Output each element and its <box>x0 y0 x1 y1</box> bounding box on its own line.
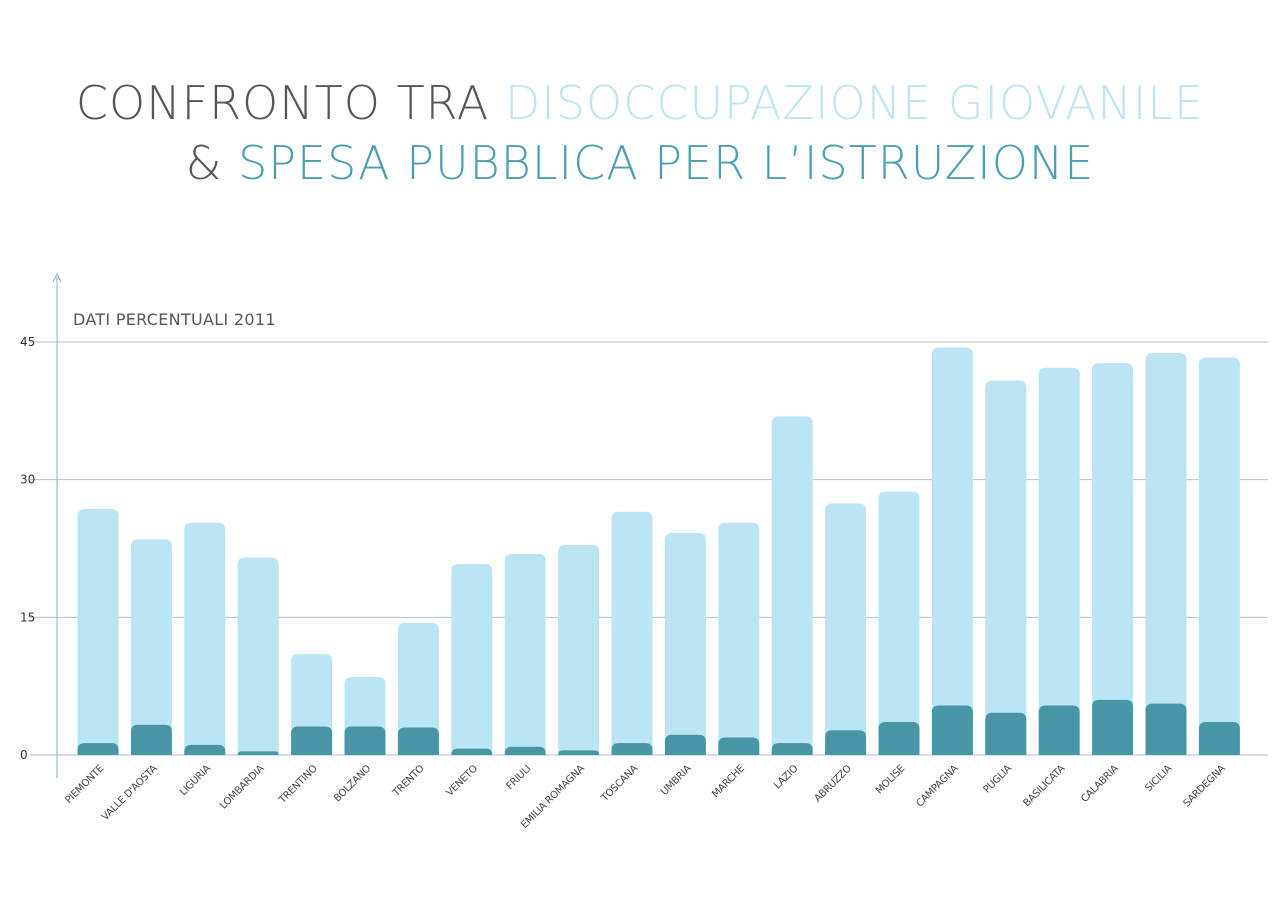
category-label: CALABRIA <box>1079 763 1121 805</box>
category-label: TRENTINO <box>277 763 320 806</box>
category-label: BOLZANO <box>332 763 373 804</box>
category-label: LAZIO <box>772 763 800 791</box>
y-tick-label: 0 <box>20 748 28 762</box>
category-label: UMBRIA <box>659 763 694 798</box>
bar-light-21 <box>1198 357 1240 755</box>
bar-dark-5 <box>344 726 386 755</box>
category-label: PIEMONTE <box>63 763 106 806</box>
bar-dark-21 <box>1198 721 1240 755</box>
category-label: FRIULI <box>505 763 534 792</box>
bar-dark-15 <box>878 721 920 755</box>
bar-dark-3 <box>237 751 279 755</box>
bar-light-13 <box>771 416 813 755</box>
bar-light-3 <box>237 557 279 755</box>
y-tick-label: 15 <box>20 610 35 624</box>
category-label: VENETO <box>444 763 480 799</box>
series-dark-bars <box>77 699 1240 755</box>
bar-dark-9 <box>558 750 600 755</box>
category-label: VALLE D'AOSTA <box>100 763 160 823</box>
category-label: TRENTO <box>390 763 426 799</box>
title-part-ampersand: & <box>185 136 223 190</box>
bar-light-15 <box>878 491 920 755</box>
bar-dark-17 <box>985 712 1027 755</box>
bar-dark-19 <box>1092 699 1134 755</box>
title-part-spesa: SPESA PUBBLICA PER L’ISTRUZIONE <box>238 136 1095 190</box>
title-part-confronto: CONFRONTO TRA <box>75 76 490 130</box>
bar-dark-7 <box>451 748 493 755</box>
y-tick-label: 30 <box>20 473 35 487</box>
chart-title-line-2: & SPESA PUBBLICA PER L’ISTRUZIONE <box>0 136 1280 190</box>
bar-dark-20 <box>1145 703 1187 755</box>
bar-light-12 <box>718 522 760 755</box>
bar-light-16 <box>931 347 973 755</box>
bar-dark-16 <box>931 705 973 755</box>
bar-light-10 <box>611 511 653 755</box>
category-label: LIGURIA <box>178 763 213 798</box>
bar-dark-12 <box>718 737 760 755</box>
bar-dark-8 <box>504 746 546 755</box>
category-label: ABRUZZO <box>813 763 855 805</box>
bar-dark-1 <box>130 724 172 755</box>
y-tick-labels: 0 15 30 45 <box>20 335 35 762</box>
category-label: SICILIA <box>1143 763 1174 794</box>
category-label: PUGLIA <box>982 763 1015 796</box>
y-axis-label: DATI PERCENTUALI 2011 <box>73 310 276 329</box>
bar-light-2 <box>184 522 226 755</box>
bar-dark-2 <box>184 744 226 755</box>
category-label: TOSCANA <box>599 763 641 805</box>
bar-dark-4 <box>291 726 333 755</box>
category-label: CAMPAGNA <box>914 763 960 809</box>
category-label: MOLISE <box>874 763 907 796</box>
bar-light-11 <box>664 532 706 755</box>
bar-dark-14 <box>825 730 867 755</box>
category-label: BASILICATA <box>1022 763 1068 809</box>
category-label: LOMBARDIA <box>218 763 267 812</box>
bar-light-0 <box>77 509 119 755</box>
bar-light-17 <box>985 380 1027 755</box>
bar-dark-13 <box>771 743 813 755</box>
bar-dark-6 <box>397 727 439 755</box>
bar-light-7 <box>451 564 493 755</box>
bar-light-8 <box>504 554 546 755</box>
bar-light-6 <box>397 622 439 755</box>
bar-dark-10 <box>611 743 653 755</box>
series-light-bars <box>77 347 1240 755</box>
y-axis <box>52 272 62 778</box>
category-label: MARCHE <box>710 763 747 800</box>
title-part-disoccupazione: DISOCCUPAZIONE GIOVANILE <box>504 76 1205 130</box>
bar-dark-11 <box>664 734 706 755</box>
bar-dark-0 <box>77 743 119 755</box>
bar-light-18 <box>1038 367 1080 755</box>
bar-light-9 <box>558 544 600 755</box>
y-tick-label: 45 <box>20 335 35 349</box>
y-axis-arrow-icon <box>52 272 62 283</box>
bar-light-20 <box>1145 353 1187 755</box>
chart-title-line-1: CONFRONTO TRA DISOCCUPAZIONE GIOVANILE <box>0 76 1280 130</box>
category-label: SARDEGNA <box>1182 763 1228 809</box>
bar-light-19 <box>1092 363 1134 755</box>
bar-light-14 <box>825 503 867 755</box>
bar-light-1 <box>130 539 172 755</box>
bar-dark-18 <box>1038 705 1080 755</box>
